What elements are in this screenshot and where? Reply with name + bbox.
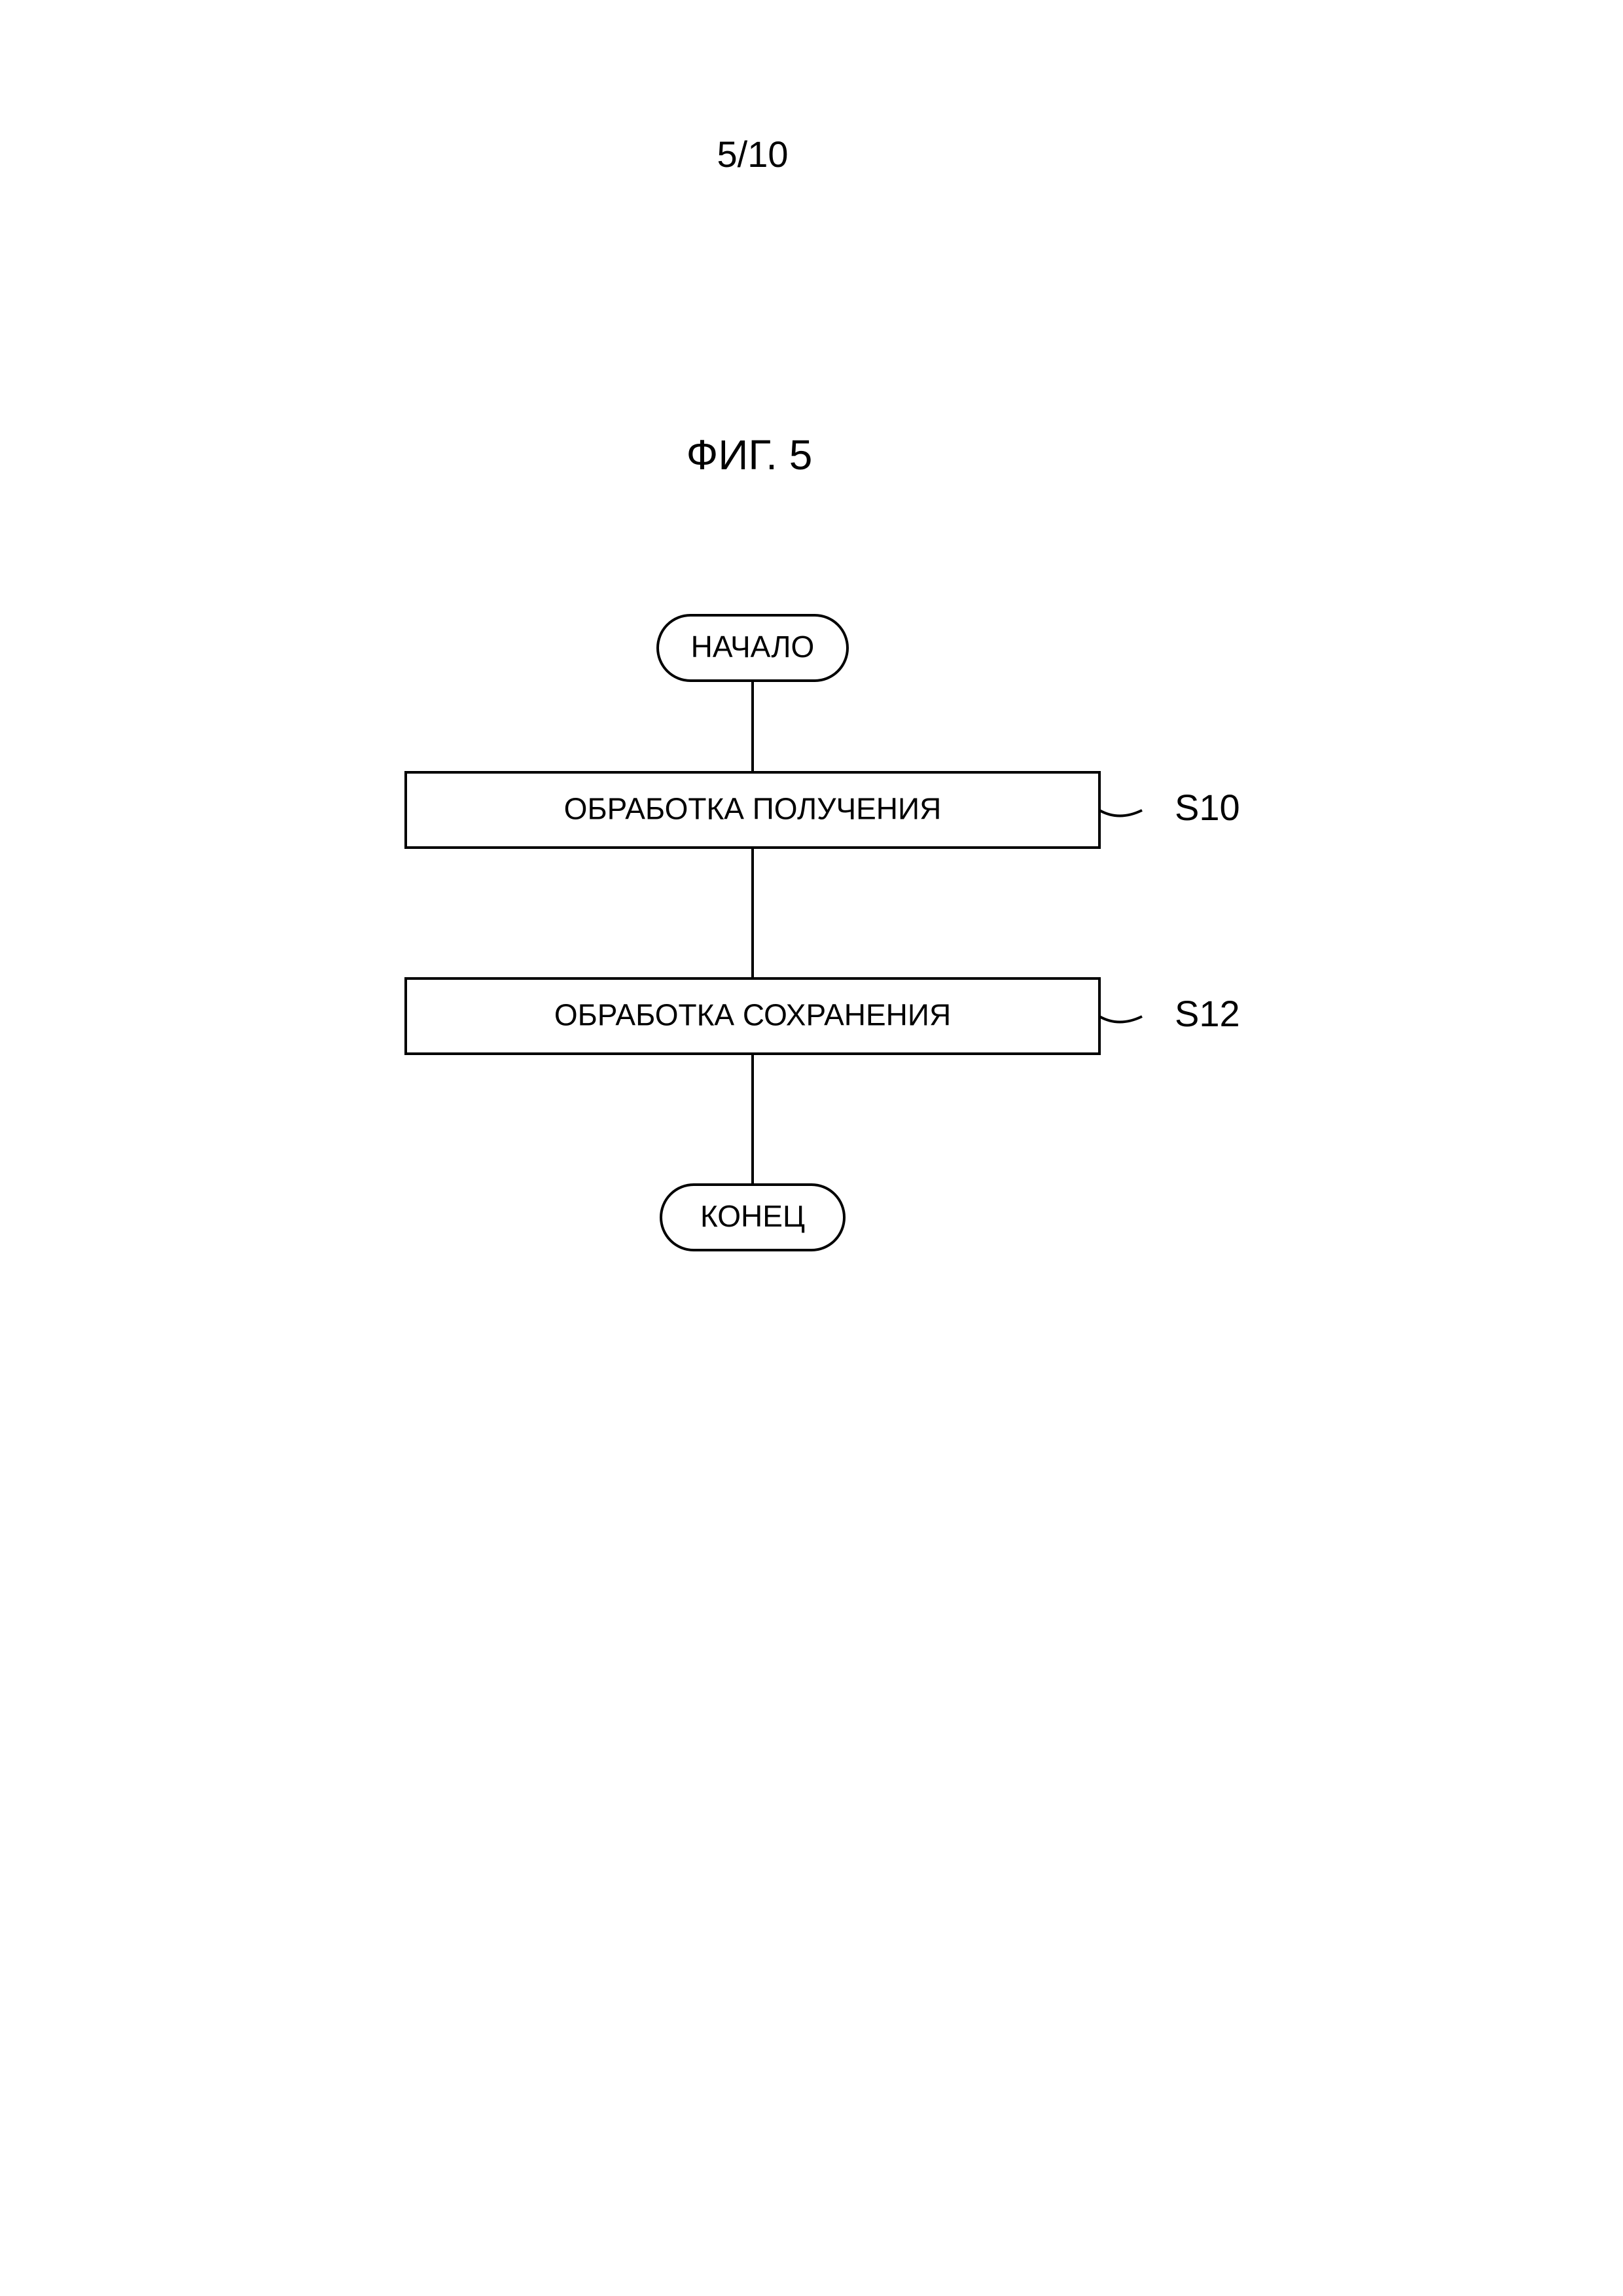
flow-terminator: КОНЕЦ — [661, 1185, 844, 1250]
step-label: S12 — [1099, 993, 1240, 1034]
step-label-text: S10 — [1175, 787, 1240, 828]
flow-terminator: НАЧАЛО — [658, 615, 847, 681]
leader-line — [1099, 1016, 1142, 1022]
flow-node-label: ОБРАБОТКА СОХРАНЕНИЯ — [554, 998, 951, 1032]
flow-node-label: ОБРАБОТКА ПОЛУЧЕНИЯ — [564, 792, 942, 826]
figure-title: ФИГ. 5 — [687, 431, 813, 478]
step-label-text: S12 — [1175, 993, 1240, 1034]
flow-process: ОБРАБОТКА СОХРАНЕНИЯ — [406, 978, 1099, 1054]
flow-node-label: КОНЕЦ — [700, 1199, 805, 1233]
step-label: S10 — [1099, 787, 1240, 828]
page-number: 5/10 — [717, 134, 789, 175]
flow-node-label: НАЧАЛО — [691, 630, 815, 664]
flow-process: ОБРАБОТКА ПОЛУЧЕНИЯ — [406, 772, 1099, 848]
leader-line — [1099, 810, 1142, 816]
